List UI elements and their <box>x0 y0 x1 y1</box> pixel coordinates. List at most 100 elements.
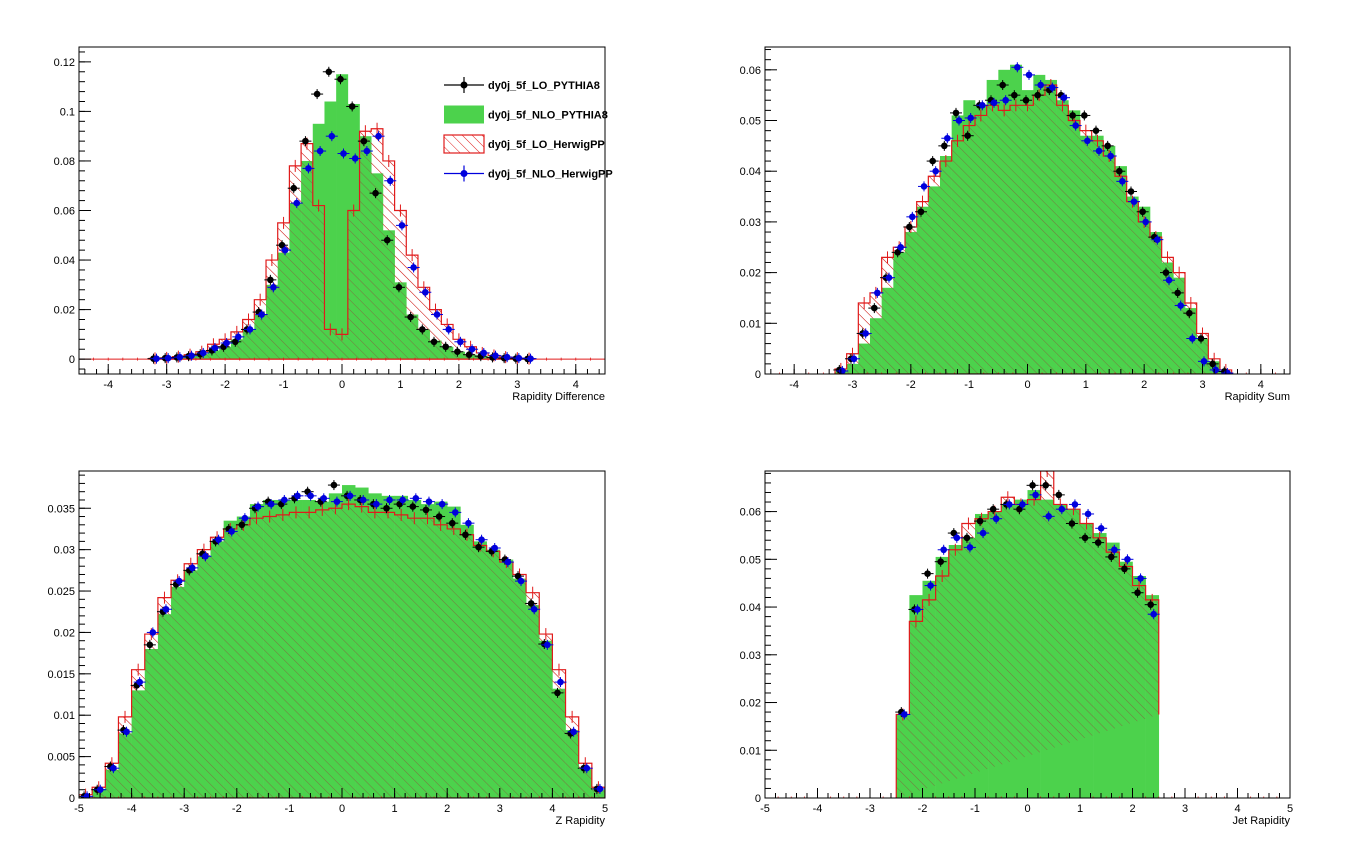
nlo-herwigpp-point <box>990 99 998 107</box>
x-axis-label: Rapidity Difference <box>512 391 605 403</box>
lo-pythia8-point <box>1034 91 1041 99</box>
lo-pythia8-point <box>1197 335 1205 342</box>
x-tick-label: -3 <box>162 379 172 391</box>
nlo-herwigpp-point <box>1049 84 1056 91</box>
y-tick-label: 0.01 <box>740 745 761 757</box>
lo-pythia8-point <box>976 517 984 525</box>
lo-pythia8-point <box>1092 127 1100 134</box>
y-tick-label: 0.03 <box>740 217 761 229</box>
nlo-herwigpp-point <box>375 132 382 140</box>
nlo-herwigpp-point <box>557 678 564 686</box>
lo-pythia8-point <box>146 641 154 649</box>
y-tick-label: 0.005 <box>47 752 75 764</box>
lo-pythia8-point <box>454 348 461 356</box>
nlo-herwigpp-point <box>399 496 406 504</box>
nlo-herwigpp-point <box>1111 546 1118 554</box>
y-tick-label: 0.06 <box>54 206 75 218</box>
nlo-herwigpp-point <box>188 352 195 359</box>
chart-panel-3: -5 -4 -3 -2 -1 0 1 2 3 4 5 0 0.005 0.01 0.015 0.02 0.025… <box>47 470 608 827</box>
lo-pythia8-point <box>937 558 944 566</box>
lo-herwigpp-hist <box>895 471 1160 798</box>
x-tick-label: 4 <box>549 803 555 815</box>
nlo-herwigpp-point <box>363 147 371 155</box>
nlo-herwigpp-point <box>927 582 934 589</box>
nlo-herwigpp-point <box>281 246 289 254</box>
nlo-herwigpp-point <box>445 326 453 333</box>
lo-pythia8-point <box>422 506 430 514</box>
lo-pythia8-point <box>232 338 239 346</box>
y-tick-label: 0.08 <box>54 156 75 168</box>
nlo-herwigpp-point <box>909 213 916 221</box>
nlo-herwigpp-point <box>410 264 417 271</box>
lo-pythia8-point <box>1042 482 1049 489</box>
y-tick-label: 0.05 <box>740 554 761 566</box>
nlo-herwigpp-point <box>241 514 249 522</box>
nlo-pythia8-bar <box>336 74 349 360</box>
chart-panel-1: -4 -3 -2 -1 0 1 2 3 4 0 0.02 0.04 0.06 0.08 0.1 0.12 Rap… <box>54 46 606 403</box>
lo-pythia8-point <box>290 184 298 192</box>
nlo-herwigpp-point <box>398 222 406 229</box>
nlo-herwigpp-point <box>966 544 974 551</box>
nlo-herwigpp-point <box>215 536 222 544</box>
nlo-herwigpp-point <box>1006 501 1013 508</box>
nlo-herwigpp-point <box>149 629 157 636</box>
nlo-herwigpp-point <box>1130 198 1138 205</box>
y-tick-label: 0.04 <box>740 166 761 178</box>
nlo-herwigpp-point <box>136 678 143 686</box>
nlo-herwigpp-point <box>503 353 511 361</box>
y-tick-label: 0.03 <box>740 650 761 662</box>
nlo-pythia8-bar <box>324 101 337 360</box>
nlo-herwigpp-point <box>386 177 394 185</box>
nlo-herwigpp-point <box>412 495 420 502</box>
x-tick-label: -3 <box>179 803 189 815</box>
nlo-herwigpp-point <box>438 500 446 508</box>
nlo-herwigpp-point <box>465 519 472 527</box>
x-axis-label: Jet Rapidity <box>1233 815 1291 827</box>
lo-pythia8-point <box>554 689 561 697</box>
nlo-herwigpp-point <box>1165 276 1173 284</box>
nlo-herwigpp-point <box>979 102 986 109</box>
lo-pythia8-point <box>360 137 368 145</box>
x-tick-label: -1 <box>279 379 289 391</box>
lo-pythia8-point <box>924 570 931 577</box>
lo-pythia8-point <box>1011 91 1018 99</box>
nlo-herwigpp-point <box>1137 575 1144 582</box>
nlo-herwigpp-point <box>492 352 499 359</box>
nlo-herwigpp-point <box>228 528 236 535</box>
x-tick-label: -4 <box>813 803 823 815</box>
nlo-herwigpp-point <box>451 509 459 516</box>
nlo-herwigpp-point <box>0 711 3 718</box>
lo-pythia8-point <box>950 529 958 537</box>
lo-pythia8-point <box>267 276 274 284</box>
y-tick-label: 0 <box>69 354 75 366</box>
nlo-herwigpp-point <box>1142 218 1149 226</box>
nlo-herwigpp-point <box>491 544 499 552</box>
lo-pythia8-point <box>964 132 971 140</box>
nlo-herwigpp-point <box>246 326 254 333</box>
lo-pythia8-point <box>999 81 1006 89</box>
nlo-herwigpp-point <box>1060 94 1068 101</box>
nlo-herwigpp-point <box>583 764 591 772</box>
nlo-herwigpp-point <box>862 330 869 337</box>
x-tick-label: 5 <box>602 803 608 815</box>
lo-pythia8-point <box>1134 589 1141 597</box>
x-tick-label: 4 <box>573 379 579 391</box>
nlo-herwigpp-point <box>254 503 262 510</box>
x-tick-label: 2 <box>1129 803 1135 815</box>
nlo-herwigpp-point <box>1032 491 1039 499</box>
nlo-herwigpp-point <box>153 355 160 362</box>
nlo-herwigpp-point <box>305 165 312 172</box>
x-tick-label: 0 <box>1024 379 1030 391</box>
lo-pythia8-point <box>430 338 438 346</box>
lo-pythia8-point <box>871 304 878 312</box>
nlo-herwigpp-point <box>123 728 130 736</box>
nlo-herwigpp-point <box>1014 63 1021 71</box>
lo-pythia8-point <box>1121 565 1128 573</box>
nlo-herwigpp-point <box>544 641 551 649</box>
y-tick-label: 0.02 <box>54 305 75 317</box>
x-tick-label: -4 <box>103 379 113 391</box>
lo-pythia8-point <box>337 75 344 83</box>
lo-pythia8-point <box>1094 539 1102 546</box>
nlo-herwigpp-point <box>1071 501 1079 508</box>
nlo-herwigpp-point <box>1072 122 1079 129</box>
